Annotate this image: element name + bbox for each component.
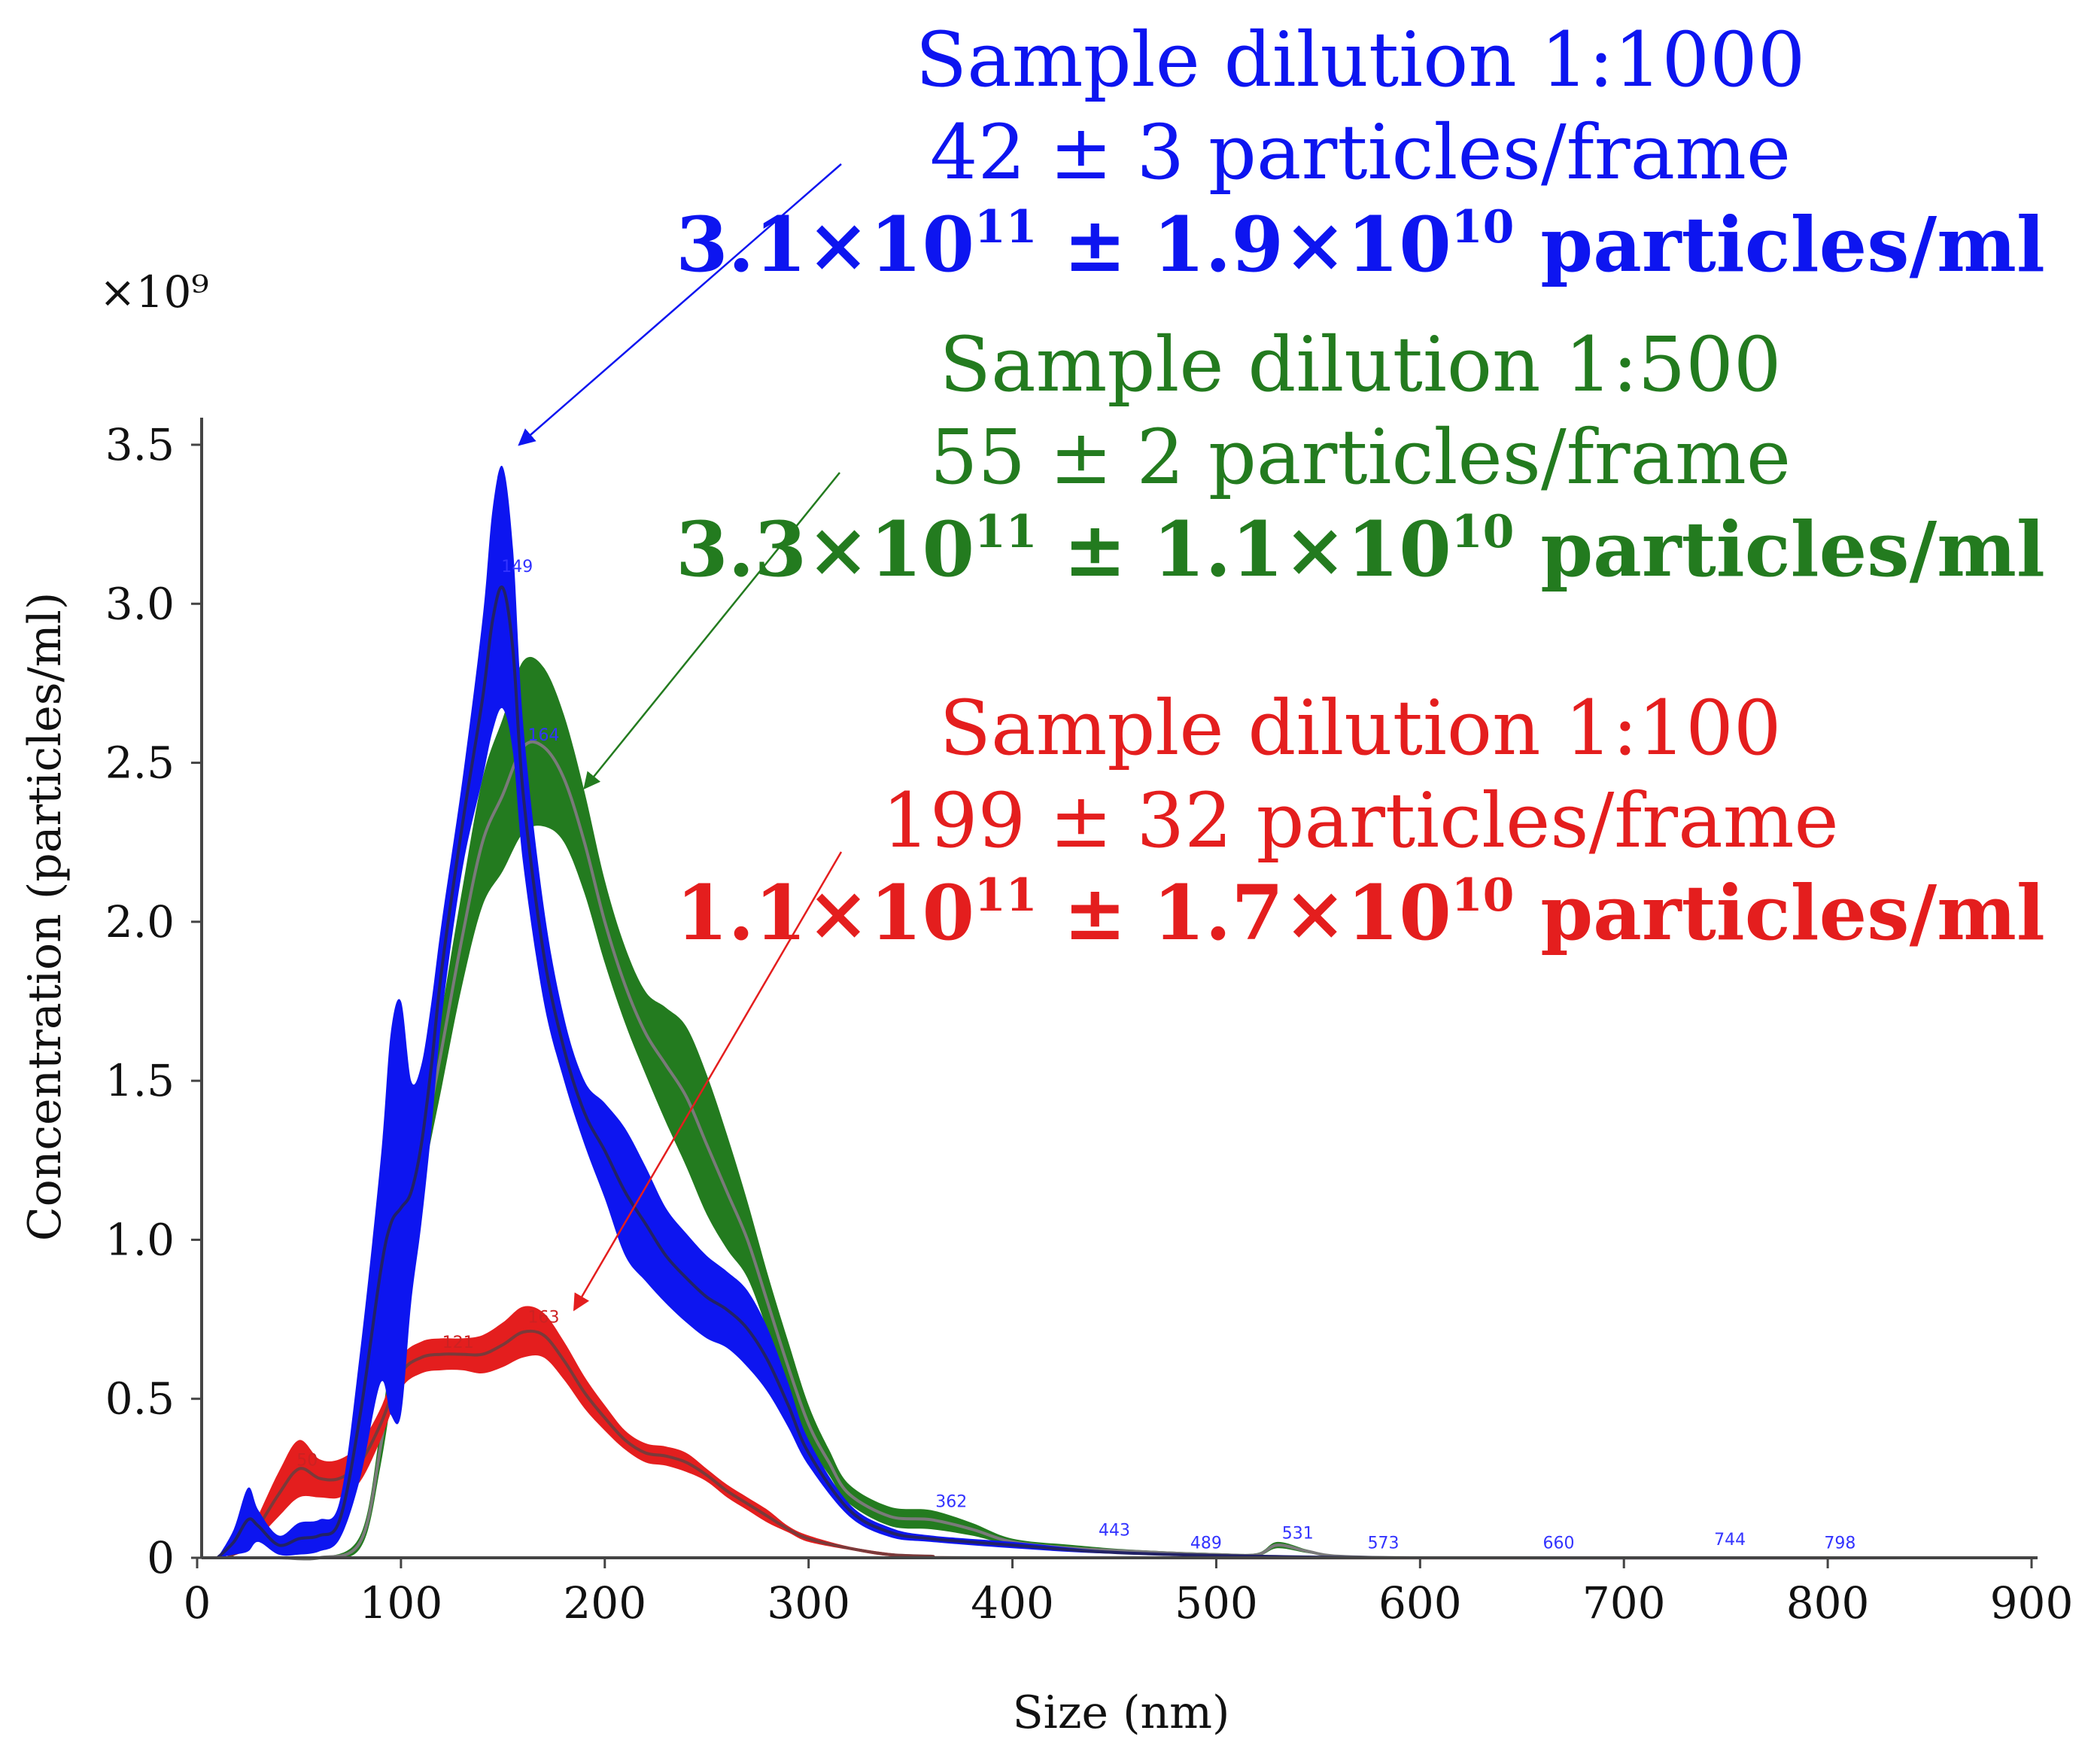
- peak-label: 121: [442, 1334, 474, 1352]
- x-tick-label: 100: [360, 1577, 443, 1629]
- x-ticks: 0 100 200 300 400 500 600 700 800 900: [184, 1558, 2074, 1629]
- peak-label: 443: [1099, 1521, 1130, 1540]
- y-tick-label: 3.5: [105, 419, 175, 470]
- x-tick-label: 400: [971, 1577, 1054, 1629]
- axes: 0 100 200 300 400 500 600 700 800 900 0 0.5 1.0 1.5 2…: [105, 418, 2074, 1629]
- x-tick-label: 900: [1990, 1577, 2074, 1629]
- annotation-arrow: [583, 472, 840, 790]
- y-tick-label: 0.5: [105, 1373, 175, 1425]
- y-tick-label: 1.5: [105, 1055, 175, 1106]
- series-layer: [216, 465, 2032, 1561]
- series-mean-line-sample-dilution-1-1000: [216, 585, 2032, 1560]
- y-tick-label: 3.0: [105, 578, 175, 629]
- y-axis-title: Concentration (particles/ml): [19, 592, 71, 1242]
- peak-label: 744: [1714, 1531, 1746, 1550]
- annotation-concentration: 3.1×1011 ± 1.9×1010 particles/ml: [676, 200, 2045, 289]
- peak-label: 362: [935, 1492, 967, 1511]
- peak-label: 573: [1368, 1534, 1400, 1553]
- peak-label: 149: [501, 558, 533, 576]
- annotation-particles-per-frame: 42 ± 3 particles/frame: [930, 108, 1791, 196]
- x-tick-label: 300: [767, 1577, 850, 1629]
- annotation-particles-per-frame: 55 ± 2 particles/frame: [930, 413, 1791, 501]
- peak-label: 531: [1282, 1525, 1314, 1544]
- annotation-dilution-label: Sample dilution 1:1000: [916, 16, 1806, 104]
- annotation-dilution-label: Sample dilution 1:100: [939, 684, 1781, 772]
- annotation-concentration: 1.1×1011 ± 1.7×1010 particles/ml: [676, 868, 2045, 957]
- peak-labels: 149 164 121 163 50 362 443 489 531 573 660 744 798: [296, 558, 1855, 1553]
- x-tick-label: 600: [1378, 1577, 1462, 1629]
- x-tick-label: 0: [184, 1577, 211, 1629]
- x-tick-label: 200: [563, 1577, 646, 1629]
- y-tick-label: 2.5: [105, 738, 175, 789]
- peak-label: 164: [528, 726, 560, 745]
- annotation-concentration: 3.3×1011 ± 1.1×1010 particles/ml: [676, 505, 2045, 594]
- annotation-arrows: [518, 163, 843, 1312]
- y-tick-label: 2.0: [105, 896, 175, 947]
- y-multiplier-label: ×10⁹: [99, 266, 209, 318]
- peak-label: 163: [528, 1308, 560, 1327]
- y-ticks: 0 0.5 1.0 1.5 2.0 2.5 3.0 3.5: [105, 419, 202, 1583]
- annotation-arrow: [573, 851, 843, 1312]
- y-tick-label: 0: [147, 1532, 175, 1583]
- series-band-sample-dilution-1-1000: [217, 465, 2032, 1559]
- peak-label: 660: [1543, 1534, 1575, 1553]
- y-tick-label: 1.0: [105, 1214, 175, 1265]
- annotation-particles-per-frame: 199 ± 32 particles/frame: [882, 777, 1838, 865]
- x-tick-label: 800: [1786, 1577, 1870, 1629]
- annotation-arrow: [518, 163, 842, 446]
- x-tick-label: 500: [1175, 1577, 1258, 1629]
- x-tick-label: 700: [1582, 1577, 1666, 1629]
- peak-label: 489: [1190, 1534, 1222, 1553]
- peak-label: 798: [1824, 1534, 1855, 1553]
- series-band-sample-dilution-1-100: [227, 1306, 2032, 1559]
- x-axis-title: Size (nm): [1013, 1686, 1230, 1739]
- annotation-dilution-label: Sample dilution 1:500: [939, 321, 1781, 409]
- peak-label: 50: [296, 1451, 318, 1470]
